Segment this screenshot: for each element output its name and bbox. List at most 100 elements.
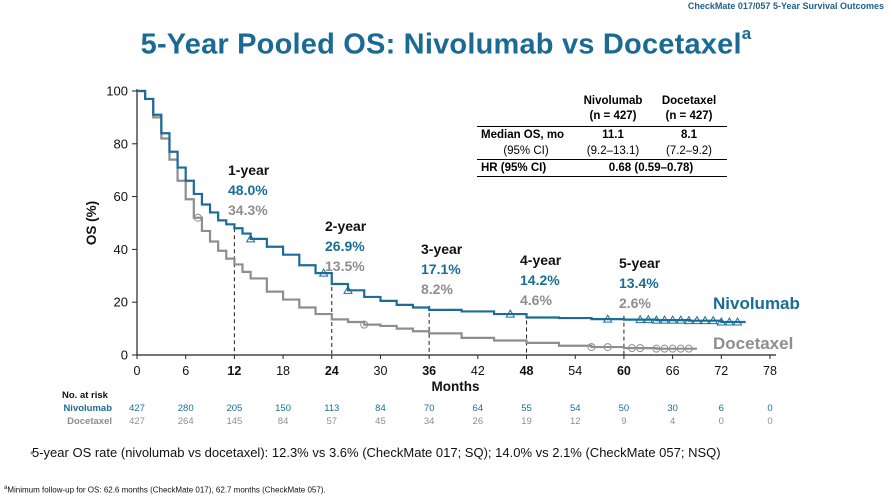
median-os-docetaxel: 8.1 xyxy=(681,129,697,141)
x-tick-label: 72 xyxy=(714,364,728,378)
nivolumab-curve xyxy=(137,89,746,324)
y-tick-label: 80 xyxy=(114,136,128,151)
docetaxel-censor-mark xyxy=(652,344,661,353)
docetaxel-censor-mark xyxy=(603,343,612,352)
at-risk-value: 70 xyxy=(424,403,435,414)
y-tick-label: 100 xyxy=(106,84,128,99)
milestone-label: 3-year xyxy=(421,241,463,257)
x-tick-label: 18 xyxy=(276,364,290,378)
docetaxel-censor-mark xyxy=(636,344,645,353)
docetaxel-censor-mark xyxy=(360,320,369,329)
nivolumab-censor-mark xyxy=(732,316,743,326)
stats-row-hr: HR (95% CI) 0.68 (0.59–0.78) xyxy=(477,159,727,177)
x-tick-label: 60 xyxy=(617,364,631,378)
hr-label: HR (95% CI) xyxy=(477,159,575,177)
at-risk-value: 84 xyxy=(278,416,289,427)
footnote: aMinimum follow-up for OS: 62.6 months (… xyxy=(4,485,326,495)
footnote-mark: a xyxy=(4,485,8,491)
at-risk-value: 427 xyxy=(129,403,145,414)
stats-row-median: Median OS, mo 11.1 8.1 xyxy=(477,127,727,144)
at-risk-value: 427 xyxy=(129,416,145,427)
milestone-nivolumab-rate: 48.0% xyxy=(228,182,268,198)
bullet-note: 5-year OS rate (nivolumab vs docetaxel):… xyxy=(32,445,721,460)
x-tick-label: 48 xyxy=(520,364,534,378)
docetaxel-censor-mark xyxy=(628,344,637,353)
nivolumab-censor-mark xyxy=(602,314,613,323)
x-tick-label: 42 xyxy=(471,364,485,378)
milestone-docetaxel-rate: 34.3% xyxy=(228,202,268,218)
nivolumab-censor-mark xyxy=(343,285,353,294)
nivolumab-censor-mark xyxy=(692,315,702,325)
at-risk-value: 45 xyxy=(375,416,386,427)
y-tick-label: 60 xyxy=(114,189,128,204)
docetaxel-col-n: (n = 427) xyxy=(665,110,713,122)
nivolumab-censor-mark xyxy=(505,309,516,318)
x-tick-label: 54 xyxy=(568,364,582,378)
x-axis-title: Months xyxy=(432,379,480,394)
stats-header-docetaxel: Docetaxel (n = 427) xyxy=(651,92,727,127)
milestone-label: 1-year xyxy=(228,162,270,178)
header-tag: CheckMate 017/057 5-Year Survival Outcom… xyxy=(687,1,884,11)
nivolumab-censor-mark xyxy=(667,315,678,324)
at-risk-value: 0 xyxy=(767,403,772,414)
at-risk-value: 205 xyxy=(226,403,242,414)
at-risk-row-label: Nivolumab xyxy=(63,403,112,414)
x-tick-label: 78 xyxy=(763,364,777,378)
y-tick-label: 20 xyxy=(114,295,128,310)
nivolumab-censor-mark xyxy=(683,315,694,325)
milestone-docetaxel-rate: 8.2% xyxy=(421,281,453,297)
stats-header-nivolumab: Nivolumab (n = 427) xyxy=(575,92,651,127)
docetaxel-col-name: Docetaxel xyxy=(661,95,717,107)
nivolumab-end-label: Nivolumab xyxy=(713,294,800,313)
at-risk-value: 19 xyxy=(521,416,532,427)
nivolumab-censor-mark xyxy=(700,315,710,325)
milestone-docetaxel-rate: 4.6% xyxy=(520,292,552,308)
stats-header-row: Nivolumab (n = 427) Docetaxel (n = 427) xyxy=(477,92,727,127)
at-risk-title: No. at risk xyxy=(62,390,109,401)
nivolumab-col-name: Nivolumab xyxy=(583,95,643,107)
docetaxel-censor-mark xyxy=(587,343,596,352)
milestone-nivolumab-rate: 13.4% xyxy=(619,275,659,291)
y-tick-label: 40 xyxy=(114,242,128,257)
at-risk-value: 30 xyxy=(667,403,678,414)
title-superscript: a xyxy=(741,24,752,43)
at-risk-value: 26 xyxy=(473,416,484,427)
nivolumab-censor-mark xyxy=(675,315,686,324)
nivolumab-censor-mark xyxy=(724,316,735,326)
docetaxel-censor-mark xyxy=(676,344,685,353)
at-risk-value: 54 xyxy=(570,403,581,414)
at-risk-value: 150 xyxy=(275,403,291,414)
x-tick-label: 36 xyxy=(422,364,436,378)
at-risk-value: 0 xyxy=(767,416,772,427)
nivolumab-censor-mark xyxy=(708,315,719,325)
docetaxel-censor-mark xyxy=(660,344,669,353)
at-risk-value: 12 xyxy=(570,416,581,427)
nivolumab-censor-mark xyxy=(659,315,670,324)
x-tick-label: 6 xyxy=(182,364,189,378)
median-os-label: Median OS, mo xyxy=(481,129,565,141)
stats-row-ci: (95% CI) (9.2–13.1) (7.2–9.2) xyxy=(477,143,727,160)
milestone-label: 2-year xyxy=(325,218,367,234)
at-risk-value: 9 xyxy=(621,416,626,427)
at-risk-value: 264 xyxy=(178,416,194,427)
at-risk-value: 84 xyxy=(375,403,386,414)
nivolumab-col-n: (n = 427) xyxy=(589,110,637,122)
x-tick-label: 24 xyxy=(325,364,339,378)
at-risk-row-label: Docetaxel xyxy=(67,416,112,427)
milestone-nivolumab-rate: 26.9% xyxy=(325,238,365,254)
bullet-icon: • xyxy=(30,446,35,460)
x-tick-label: 30 xyxy=(374,364,388,378)
y-axis-title: OS (%) xyxy=(84,201,99,245)
nivolumab-censor-mark xyxy=(716,316,727,326)
footnote-text: Minimum follow-up for OS: 62.6 months (C… xyxy=(7,485,326,495)
at-risk-value: 55 xyxy=(521,403,532,414)
stats-table: Nivolumab (n = 427) Docetaxel (n = 427) Me… xyxy=(477,92,727,177)
at-risk-value: 57 xyxy=(326,416,337,427)
x-tick-label: 0 xyxy=(134,364,141,378)
docetaxel-censor-mark xyxy=(193,213,202,222)
at-risk-value: 280 xyxy=(178,403,194,414)
milestone-docetaxel-rate: 2.6% xyxy=(619,295,651,311)
y-tick-label: 0 xyxy=(121,348,128,363)
at-risk-value: 4 xyxy=(670,416,675,427)
